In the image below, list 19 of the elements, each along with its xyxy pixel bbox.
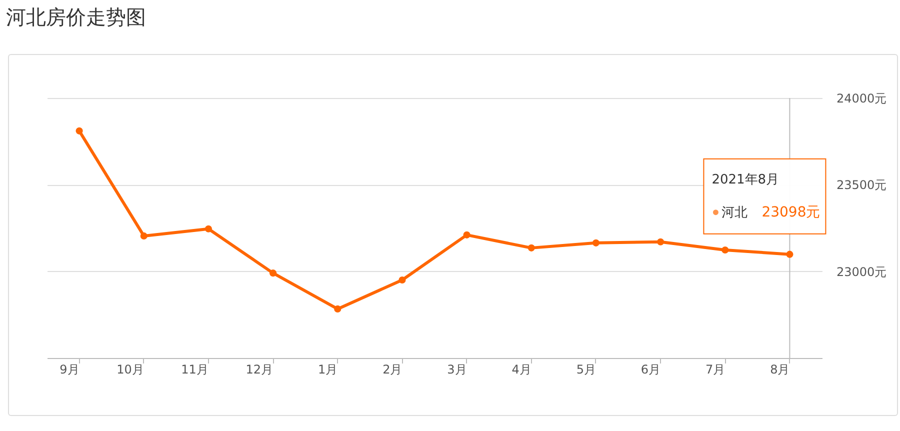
- x-tick-label: 11月: [181, 362, 208, 376]
- x-tick-label: 2月: [382, 362, 402, 376]
- x-tick-label: 10月: [116, 362, 144, 376]
- x-tick-label: 5月: [576, 362, 596, 376]
- x-tick-label: 4月: [512, 362, 532, 376]
- x-tick-label: 1月: [318, 362, 338, 376]
- x-tick-label: 7月: [705, 362, 726, 376]
- data-label: 23098元: [762, 204, 820, 220]
- chart-title: 河北房价走势图: [6, 4, 146, 31]
- annotation: 2021年8月: [712, 172, 780, 188]
- x-tick-label: 12月: [246, 362, 274, 376]
- y-tick-label: 23000元: [836, 264, 887, 279]
- x-tick-label: 3月: [447, 362, 467, 376]
- legend-label: 河北: [722, 205, 748, 220]
- y-tick-label: 24000元: [836, 92, 887, 106]
- x-tick-label: 8月: [770, 362, 790, 376]
- x-tick-label: 9月: [60, 362, 80, 376]
- x-tick-label: 6月: [640, 362, 661, 376]
- y-tick-label: 23500元: [836, 178, 887, 192]
